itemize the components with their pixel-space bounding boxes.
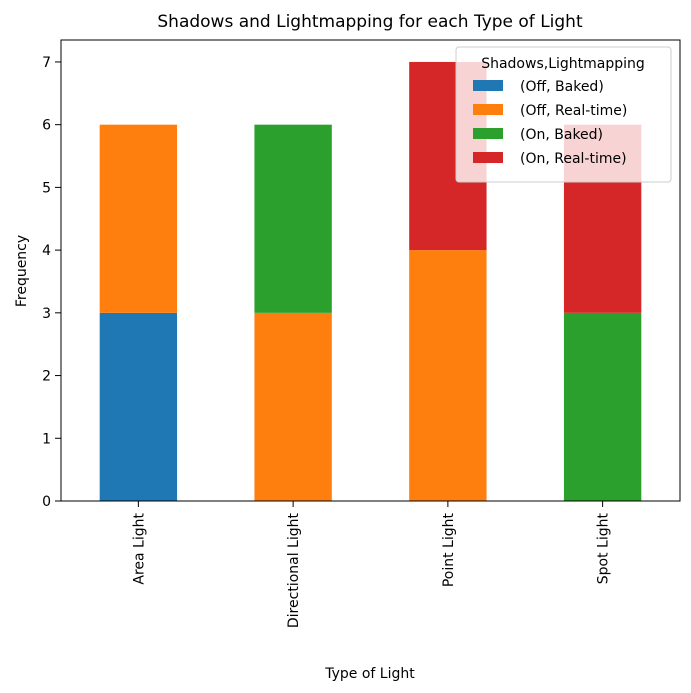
legend-items: (Off, Baked) (Off, Real-time) (On, Baked) (…: [473, 79, 627, 167]
x-tick-label: Directional Light: [286, 512, 302, 628]
bar-0-series-1: [99, 124, 178, 313]
x-tick-label: Area Light: [131, 512, 147, 584]
bar-1-series-2: [254, 124, 332, 313]
y-axis: 0 1 2 3 4 5 6 7: [42, 55, 61, 510]
legend-label: (On, Real-time): [520, 151, 627, 167]
legend: Shadows,Lightmapping (Off, Baked) (Off, R…: [455, 46, 672, 183]
y-tick-label: 6: [42, 118, 51, 134]
y-tick-label: 4: [42, 243, 51, 259]
legend-swatch: [473, 80, 503, 91]
bar-0-series-0: [99, 312, 178, 501]
legend-label: (On, Baked): [520, 127, 603, 143]
x-axis: Area Light Directional Light Point Light Sp…: [131, 501, 612, 628]
bar-2-series-1: [409, 250, 487, 501]
legend-swatch: [473, 152, 503, 163]
legend-label: (Off, Baked): [520, 79, 604, 95]
bar-1-series-1: [254, 312, 332, 501]
y-tick-label: 0: [42, 494, 51, 510]
bar-3-series-2: [563, 312, 642, 501]
chart-title: Shadows and Lightmapping for each Type o…: [157, 12, 583, 32]
y-tick-label: 1: [42, 431, 51, 447]
y-tick-label: 2: [42, 369, 51, 385]
x-tick-label: Spot Light: [596, 512, 612, 584]
plot-frame: [60, 39, 681, 502]
x-tick-label: Point Light: [441, 512, 457, 587]
y-tick-label: 7: [42, 55, 51, 71]
legend-swatch: [473, 128, 503, 139]
y-tick-label: 3: [42, 306, 51, 322]
x-axis-label: Type of Light: [324, 666, 415, 682]
legend-swatch: [473, 104, 503, 115]
legend-title: Shadows,Lightmapping: [481, 56, 645, 72]
y-axis-label: Frequency: [14, 235, 30, 307]
y-tick-label: 5: [42, 180, 51, 196]
legend-label: (Off, Real-time): [520, 103, 627, 119]
legend-box: [455, 46, 672, 183]
